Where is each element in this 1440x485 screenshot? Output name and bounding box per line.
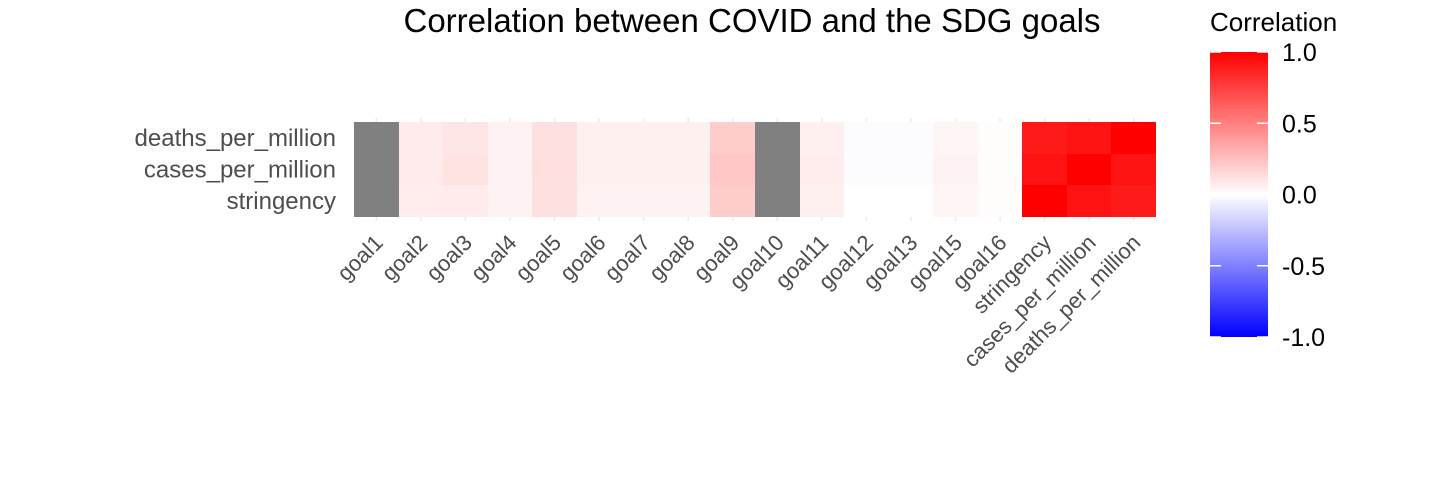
heatmap-cells xyxy=(354,122,1156,217)
heatmap-cell xyxy=(532,122,577,154)
heatmap-cell xyxy=(710,122,755,154)
legend-tick-label: -0.5 xyxy=(1282,253,1325,281)
heatmap-cell xyxy=(889,154,933,185)
heatmap-cell xyxy=(577,154,621,185)
heatmap-cell xyxy=(1022,185,1067,217)
x-tick-label: goal3 xyxy=(421,230,477,286)
legend-title: Correlation xyxy=(1210,7,1337,37)
heatmap-cell xyxy=(666,185,710,217)
heatmap-cell xyxy=(978,122,1022,154)
heatmap-cell xyxy=(1111,122,1156,154)
heatmap-cell xyxy=(755,154,800,185)
heatmap-cell xyxy=(800,154,844,185)
heatmap-cell xyxy=(666,122,710,154)
heatmap-cell xyxy=(443,122,488,154)
heatmap-cell xyxy=(1067,122,1111,154)
color-legend: Correlation 1.0 0.5 0.0 -0.5 -1.0 xyxy=(1210,7,1337,352)
heatmap-cell xyxy=(577,185,621,217)
heatmap-cell xyxy=(1111,154,1156,185)
heatmap-cell xyxy=(933,122,978,154)
heatmap-cell xyxy=(755,122,800,154)
heatmap-cell xyxy=(532,154,577,185)
heatmap-cell xyxy=(844,154,889,185)
y-tick-label: stringency xyxy=(227,188,336,215)
heatmap-cell xyxy=(354,122,399,154)
heatmap-cell xyxy=(488,154,532,185)
heatmap-cell xyxy=(889,122,933,154)
heatmap-cell xyxy=(354,185,399,217)
heatmap-cell xyxy=(1022,122,1067,154)
heatmap-cell xyxy=(488,185,532,217)
legend-tick-label: 0.5 xyxy=(1282,110,1317,138)
heatmap-cell xyxy=(978,185,1022,217)
x-tick-label: goal4 xyxy=(466,230,522,286)
x-tick-label: goal1 xyxy=(332,230,388,286)
heatmap-cell xyxy=(666,154,710,185)
y-tick-label: deaths_per_million xyxy=(135,125,336,152)
legend-tick-label: -1.0 xyxy=(1282,324,1325,352)
heatmap-cell xyxy=(621,122,666,154)
heatmap-cell xyxy=(755,185,800,217)
heatmap-cell xyxy=(532,185,577,217)
heatmap-cell xyxy=(399,122,443,154)
heatmap-cell xyxy=(978,154,1022,185)
x-tick-label: goal5 xyxy=(510,230,566,286)
heatmap-cell xyxy=(443,185,488,217)
heatmap-cell xyxy=(354,154,399,185)
heatmap-cell xyxy=(844,185,889,217)
legend-tick-label: 0.0 xyxy=(1282,182,1317,210)
heatmap-cell xyxy=(800,185,844,217)
heatmap-cell xyxy=(577,122,621,154)
heatmap-cell xyxy=(443,154,488,185)
heatmap-cell xyxy=(399,185,443,217)
x-tick-label: goal7 xyxy=(599,230,655,286)
heatmap-cell xyxy=(933,185,978,217)
legend-ticks: 1.0 0.5 0.0 -0.5 -1.0 xyxy=(1210,39,1325,352)
y-tick-label: cases_per_million xyxy=(144,157,336,184)
legend-tick-label: 1.0 xyxy=(1282,39,1317,67)
x-tick-label: goal8 xyxy=(644,230,700,286)
x-axis-labels: goal1goal2goal3goal4goal5goal6goal7goal8… xyxy=(332,230,1145,378)
x-tick-label: goal2 xyxy=(377,230,433,286)
heatmap-cell xyxy=(399,154,443,185)
heatmap-cell xyxy=(1022,154,1067,185)
heatmap-cell xyxy=(1067,185,1111,217)
heatmap-cell xyxy=(1111,185,1156,217)
heatmap-cell xyxy=(800,122,844,154)
heatmap-cell xyxy=(1067,154,1111,185)
heatmap-cell xyxy=(621,154,666,185)
x-tick-label: goal6 xyxy=(555,230,611,286)
heatmap-cell xyxy=(621,185,666,217)
heatmap-cell xyxy=(933,154,978,185)
y-axis-labels: deaths_per_million cases_per_millionstrin… xyxy=(135,125,336,215)
chart-title: Correlation between COVID and the SDG go… xyxy=(403,2,1100,39)
heatmap-cell xyxy=(488,122,532,154)
heatmap-cell xyxy=(844,122,889,154)
heatmap-cell xyxy=(710,154,755,185)
heatmap-cell xyxy=(889,185,933,217)
heatmap-cell xyxy=(710,185,755,217)
